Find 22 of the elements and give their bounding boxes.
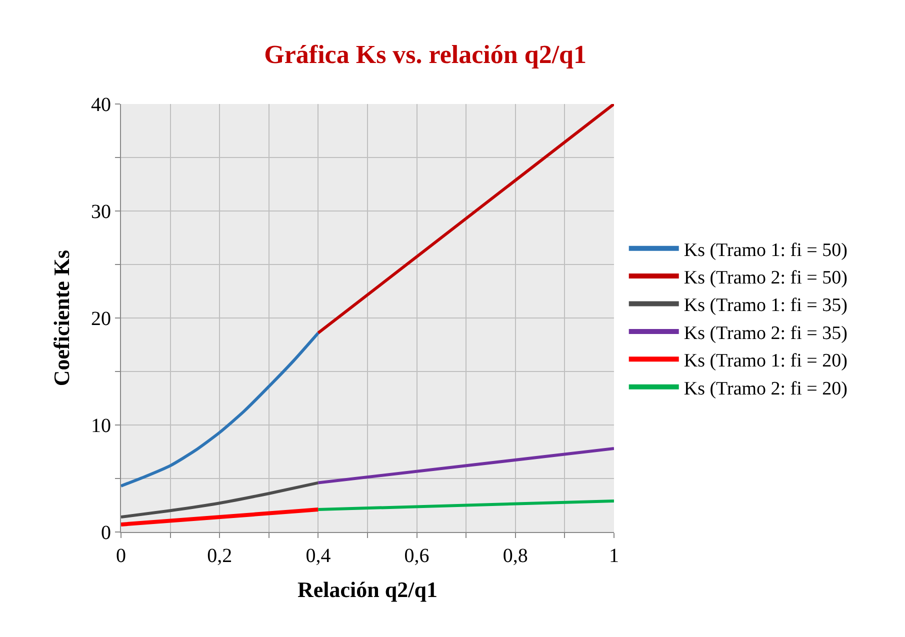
x-tick-label: 0,8 (502, 545, 528, 567)
y-axis-title: Coeficiente Ks (48, 249, 74, 386)
legend-label: Ks (Tramo 2: fi = 50) (684, 267, 848, 288)
y-tick-label: 20 (91, 308, 111, 330)
x-tick-label: 0 (116, 545, 126, 567)
x-tick-label: 0,6 (404, 545, 430, 567)
legend-label: Ks (Tramo 1: fi = 20) (684, 350, 848, 372)
line-series (121, 331, 320, 488)
x-axis-title: Relación q2/q1 (298, 576, 438, 602)
x-tick-label: 0,2 (207, 545, 232, 567)
line-series (121, 481, 320, 519)
legend-label: Ks (Tramo 2: fi = 35) (684, 322, 848, 344)
legend-label: Ks (Tramo 2: fi = 20) (684, 378, 848, 400)
y-tick-label: 10 (91, 415, 111, 437)
x-tick-label: 0,4 (306, 545, 331, 567)
y-tick-label: 40 (91, 94, 111, 116)
y-tick-label: 0 (101, 522, 111, 544)
y-tick-label: 30 (91, 201, 111, 223)
chart-title: Gráfica Ks vs. relación q2/q1 (264, 40, 587, 69)
x-tick-label: 1 (609, 545, 619, 567)
legend-label: Ks (Tramo 1: fi = 50) (684, 240, 848, 261)
legend-label: Ks (Tramo 1: fi = 35) (684, 295, 848, 316)
